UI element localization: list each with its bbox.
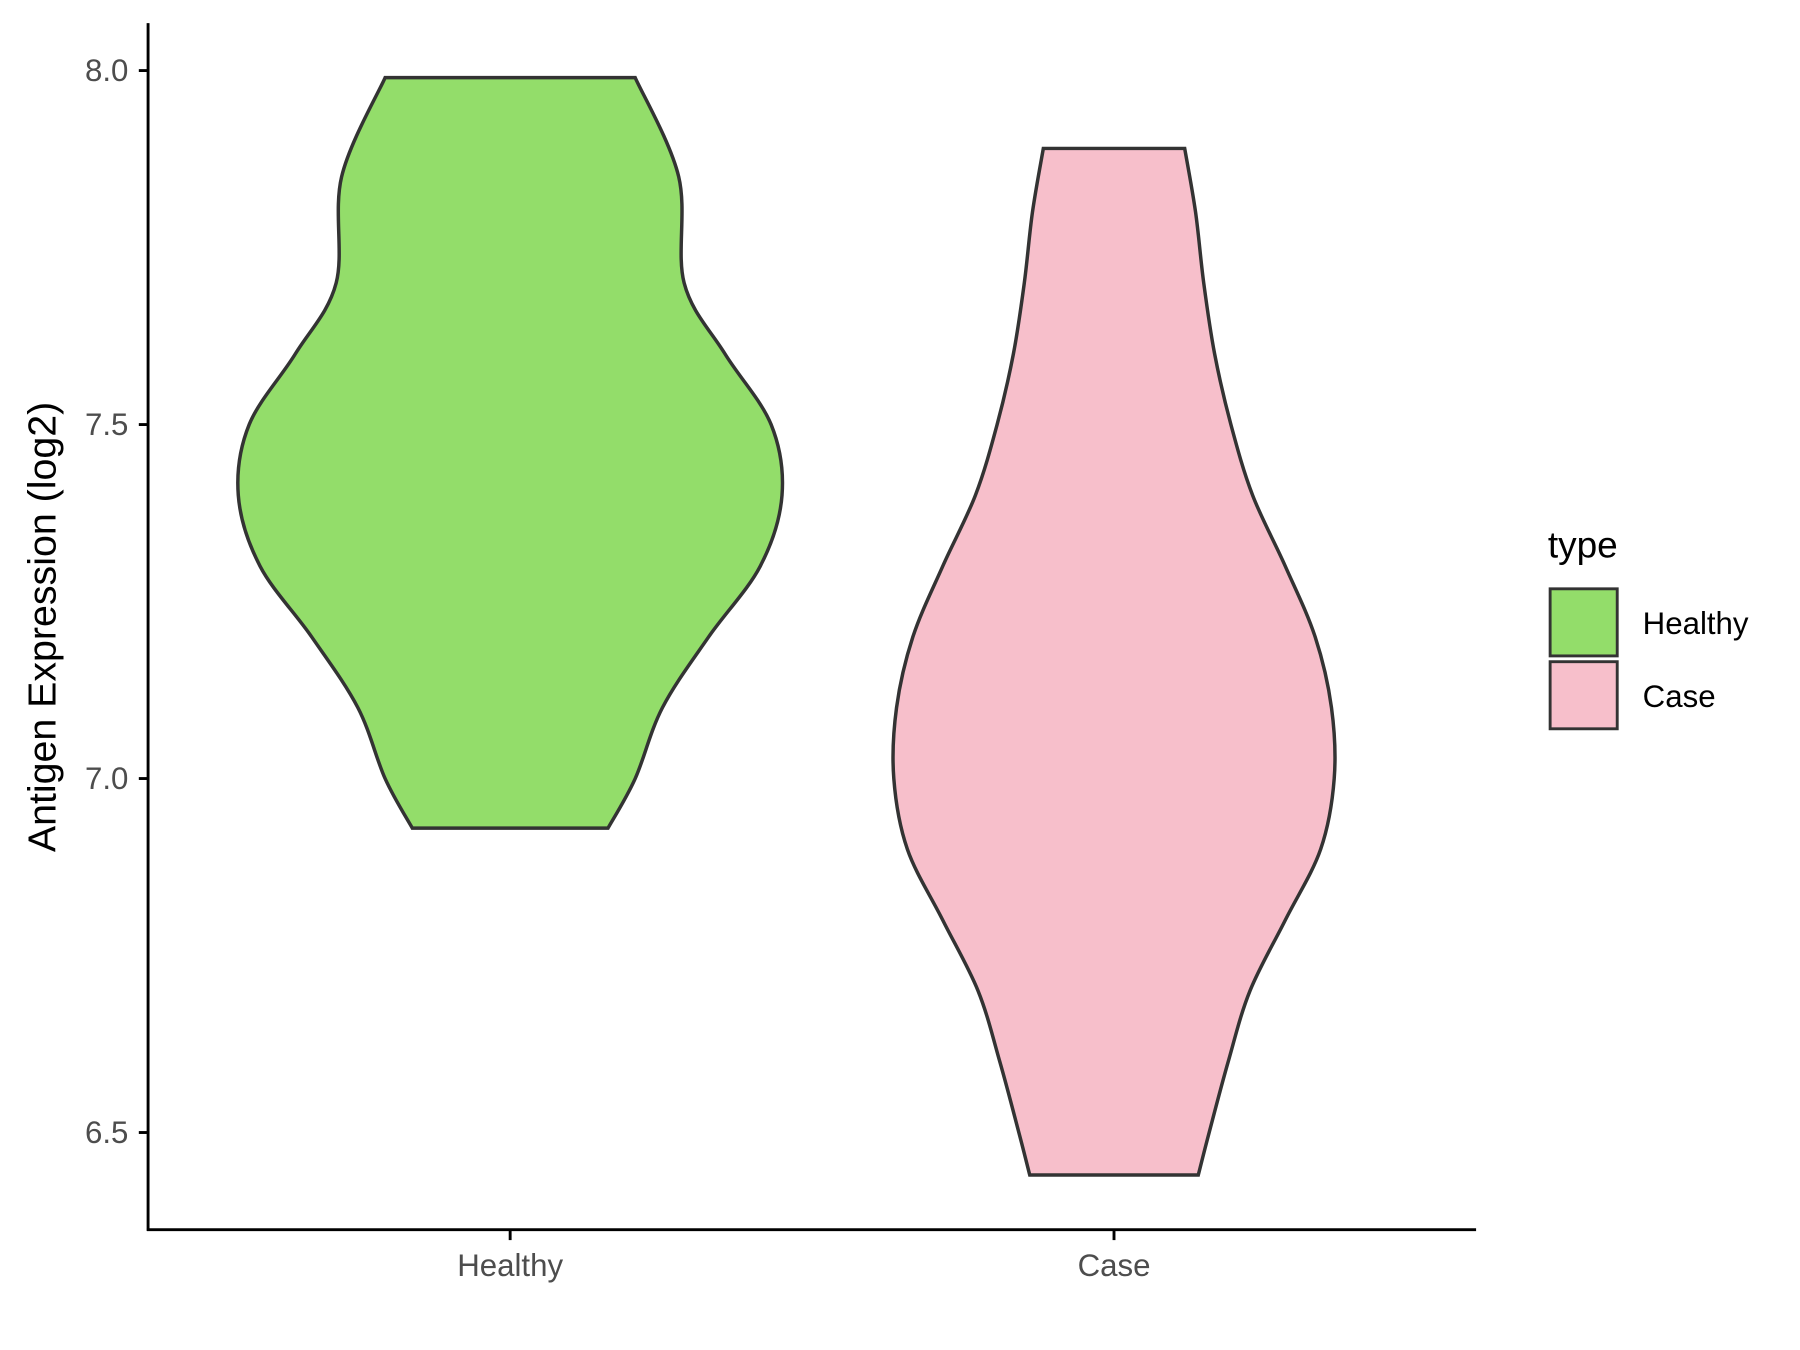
legend-key-healthy <box>1548 587 1619 658</box>
x-ticks: Healthy Case <box>457 1229 1151 1283</box>
legend-key-case <box>1548 660 1619 731</box>
violin-healthy <box>236 75 785 830</box>
y-tick-label: 7.0 <box>85 761 128 796</box>
y-tick-label: 8.0 <box>85 53 128 88</box>
x-tick-label-healthy: Healthy <box>457 1248 563 1283</box>
y-axis-label: Antigen Expression (log2) <box>21 402 65 852</box>
x-tick-label-case: Case <box>1078 1248 1151 1283</box>
violins <box>236 75 1337 1177</box>
legend-label-case: Case <box>1643 679 1716 714</box>
y-tick-label: 6.5 <box>85 1115 128 1150</box>
y-tick-label: 7.5 <box>85 407 128 442</box>
violin-case <box>891 146 1337 1177</box>
legend-label-healthy: Healthy <box>1643 606 1749 641</box>
legend: type Healthy Case <box>1548 524 1749 731</box>
y-ticks: 6.5 7.0 7.5 8.0 <box>85 53 149 1150</box>
legend-title: type <box>1548 524 1618 566</box>
